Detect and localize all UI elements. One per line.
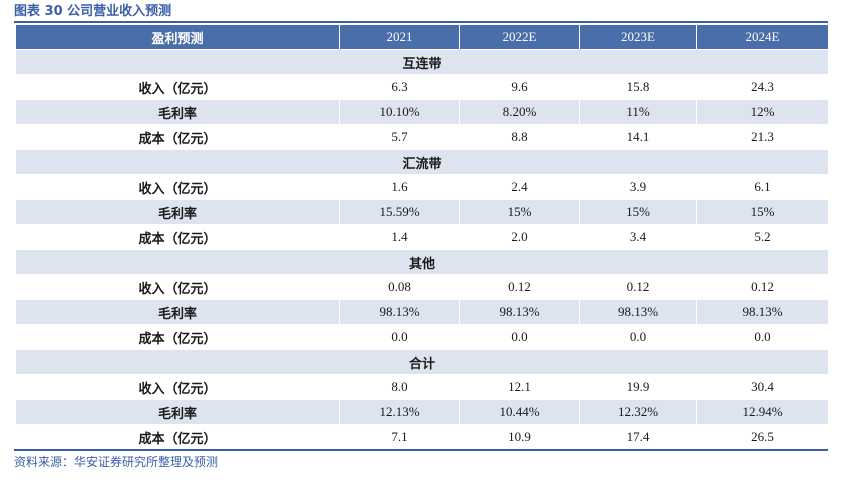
top-rule bbox=[14, 21, 828, 23]
table-row: 收入（亿元） 0.08 0.12 0.12 0.12 bbox=[15, 274, 829, 300]
row-label: 毛利率 bbox=[15, 99, 340, 125]
cell: 0.0 bbox=[579, 324, 697, 350]
cell: 10.10% bbox=[339, 99, 460, 125]
table-row: 成本（亿元） 5.7 8.8 14.1 21.3 bbox=[15, 124, 829, 150]
cell: 6.3 bbox=[339, 74, 460, 100]
cell: 0.12 bbox=[459, 274, 580, 300]
cell: 11% bbox=[579, 99, 697, 125]
row-label: 收入（亿元） bbox=[15, 374, 340, 400]
cell: 0.12 bbox=[579, 274, 697, 300]
cell: 12.13% bbox=[339, 399, 460, 425]
cell: 8.8 bbox=[459, 124, 580, 150]
cell: 30.4 bbox=[696, 374, 829, 400]
table-row: 收入（亿元） 1.6 2.4 3.9 6.1 bbox=[15, 174, 829, 200]
header-year: 2024E bbox=[696, 24, 829, 50]
row-label: 收入（亿元） bbox=[15, 174, 340, 200]
cell: 2.0 bbox=[459, 224, 580, 250]
cell: 12.1 bbox=[459, 374, 580, 400]
cell: 9.6 bbox=[459, 74, 580, 100]
row-label: 收入（亿元） bbox=[15, 274, 340, 300]
cell: 6.1 bbox=[696, 174, 829, 200]
group-row: 其他 bbox=[15, 249, 829, 275]
cell: 15% bbox=[579, 199, 697, 225]
cell: 3.9 bbox=[579, 174, 697, 200]
forecast-table: 盈利预测 2021 2022E 2023E 2024E 互连带 收入（亿元） 6… bbox=[15, 24, 829, 449]
cell: 98.13% bbox=[459, 299, 580, 325]
header-year: 2021 bbox=[339, 24, 460, 50]
cell: 21.3 bbox=[696, 124, 829, 150]
row-label: 成本（亿元） bbox=[15, 424, 340, 449]
source-note: 资料来源：华安证券研究所整理及预测 bbox=[14, 455, 219, 469]
cell: 15.59% bbox=[339, 199, 460, 225]
cell: 17.4 bbox=[579, 424, 697, 449]
row-label: 毛利率 bbox=[15, 399, 340, 425]
cell: 5.7 bbox=[339, 124, 460, 150]
cell: 15% bbox=[459, 199, 580, 225]
cell: 19.9 bbox=[579, 374, 697, 400]
group-title: 合计 bbox=[15, 349, 829, 375]
cell: 26.5 bbox=[696, 424, 829, 449]
group-row: 汇流带 bbox=[15, 149, 829, 175]
table-row: 收入（亿元） 6.3 9.6 15.8 24.3 bbox=[15, 74, 829, 100]
table-row: 成本（亿元） 0.0 0.0 0.0 0.0 bbox=[15, 324, 829, 350]
cell: 0.0 bbox=[339, 324, 460, 350]
table-row: 毛利率 15.59% 15% 15% 15% bbox=[15, 199, 829, 225]
cell: 3.4 bbox=[579, 224, 697, 250]
group-row: 互连带 bbox=[15, 49, 829, 75]
cell: 15.8 bbox=[579, 74, 697, 100]
cell: 24.3 bbox=[696, 74, 829, 100]
cell: 2.4 bbox=[459, 174, 580, 200]
cell: 8.0 bbox=[339, 374, 460, 400]
header-year: 2023E bbox=[579, 24, 697, 50]
cell: 0.12 bbox=[696, 274, 829, 300]
group-title: 汇流带 bbox=[15, 149, 829, 175]
row-label: 收入（亿元） bbox=[15, 74, 340, 100]
row-label: 成本（亿元） bbox=[15, 124, 340, 150]
row-label: 毛利率 bbox=[15, 199, 340, 225]
cell: 12.94% bbox=[696, 399, 829, 425]
group-title: 其他 bbox=[15, 249, 829, 275]
cell: 98.13% bbox=[339, 299, 460, 325]
header-row: 盈利预测 2021 2022E 2023E 2024E bbox=[15, 24, 829, 50]
row-label: 成本（亿元） bbox=[15, 224, 340, 250]
cell: 12% bbox=[696, 99, 829, 125]
table-row: 成本（亿元） 7.1 10.9 17.4 26.5 bbox=[15, 424, 829, 449]
table-row: 收入（亿元） 8.0 12.1 19.9 30.4 bbox=[15, 374, 829, 400]
cell: 0.08 bbox=[339, 274, 460, 300]
cell: 1.4 bbox=[339, 224, 460, 250]
header-first: 盈利预测 bbox=[15, 24, 340, 50]
row-label: 成本（亿元） bbox=[15, 324, 340, 350]
cell: 7.1 bbox=[339, 424, 460, 449]
table-row: 毛利率 98.13% 98.13% 98.13% 98.13% bbox=[15, 299, 829, 325]
cell: 98.13% bbox=[579, 299, 697, 325]
cell: 0.0 bbox=[696, 324, 829, 350]
cell: 15% bbox=[696, 199, 829, 225]
cell: 0.0 bbox=[459, 324, 580, 350]
cell: 10.9 bbox=[459, 424, 580, 449]
group-row: 合计 bbox=[15, 349, 829, 375]
table-row: 成本（亿元） 1.4 2.0 3.4 5.2 bbox=[15, 224, 829, 250]
table-row: 毛利率 12.13% 10.44% 12.32% 12.94% bbox=[15, 399, 829, 425]
header-year: 2022E bbox=[459, 24, 580, 50]
figure-caption: 图表 30 公司营业收入预测 bbox=[14, 4, 172, 19]
cell: 1.6 bbox=[339, 174, 460, 200]
table-row: 毛利率 10.10% 8.20% 11% 12% bbox=[15, 99, 829, 125]
row-label: 毛利率 bbox=[15, 299, 340, 325]
cell: 5.2 bbox=[696, 224, 829, 250]
cell: 8.20% bbox=[459, 99, 580, 125]
bottom-rule bbox=[14, 449, 828, 451]
cell: 14.1 bbox=[579, 124, 697, 150]
cell: 12.32% bbox=[579, 399, 697, 425]
group-title: 互连带 bbox=[15, 49, 829, 75]
cell: 98.13% bbox=[696, 299, 829, 325]
cell: 10.44% bbox=[459, 399, 580, 425]
